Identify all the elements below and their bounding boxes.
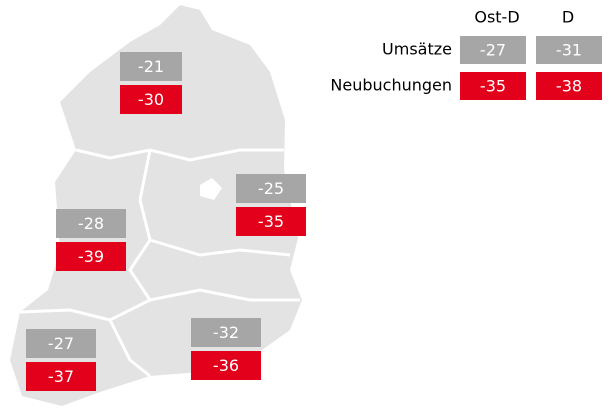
neubuchungen-box-label: -35 [258,212,284,231]
umsaetze-box [191,318,261,347]
neubuchungen-box [26,362,96,391]
neubuchungen-box [120,85,182,114]
umsaetze-box [26,329,96,358]
column-header: Ost-D [474,8,519,27]
umsaetze-box-label: -21 [138,57,164,76]
neubuchungen-box-label: -35 [480,77,506,96]
neubuchungen-box-label: -39 [78,247,104,266]
umsaetze-box-label: -31 [556,41,582,60]
neubuchungen-box-label: -36 [213,356,239,375]
neubuchungen-box-label: -37 [48,367,74,386]
umsaetze-box-label: -32 [213,323,239,342]
column-header: D [562,8,574,27]
neubuchungen-box [191,351,261,380]
umsaetze-box-label: -25 [258,179,284,198]
umsaetze-box [56,209,126,238]
umsaetze-box [460,36,526,64]
umsaetze-box [536,36,602,64]
umsaetze-box-label: -27 [480,41,506,60]
row-label: Neubuchungen [330,76,452,95]
umsaetze-box [236,174,306,203]
map-shape [10,5,302,406]
row-label: Umsätze [382,40,452,59]
neubuchungen-box [236,207,306,236]
neubuchungen-box-label: -38 [556,77,582,96]
umsaetze-box-label: -28 [78,214,104,233]
neubuchungen-box [56,242,126,271]
neubuchungen-box-label: -30 [138,90,164,109]
umsaetze-box-label: -27 [48,334,74,353]
neubuchungen-box [460,72,526,100]
umsaetze-box [120,52,182,81]
neubuchungen-box [536,72,602,100]
